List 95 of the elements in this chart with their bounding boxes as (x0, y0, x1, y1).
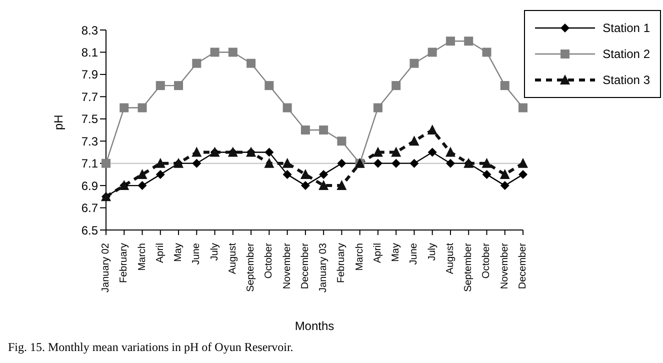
point (427, 124, 438, 134)
point (264, 158, 274, 168)
point (446, 158, 455, 168)
point (482, 170, 492, 179)
x-tick-label: March (136, 243, 148, 271)
point (518, 158, 528, 168)
x-tick-label: August (227, 242, 238, 274)
point (319, 126, 328, 134)
y-tick-label: 7.7 (81, 90, 98, 104)
point (518, 170, 528, 179)
point (337, 158, 346, 168)
point (210, 48, 220, 57)
point (300, 168, 310, 179)
x-tick-label: December (300, 242, 311, 290)
point (373, 103, 382, 112)
x-tick-label: January 03 (318, 242, 330, 292)
x-tick-label: February (336, 243, 348, 284)
point (410, 58, 419, 68)
point (120, 103, 129, 112)
y-tick-label: 6.5 (81, 223, 98, 238)
x-tick-label: September (463, 242, 474, 292)
point (318, 180, 329, 190)
point (409, 136, 420, 146)
point (155, 158, 166, 168)
y-tick-label: 7.3 (81, 134, 98, 148)
point (336, 180, 347, 190)
point (264, 81, 274, 90)
caption: Fig. 15. Monthly mean variations in pH of Oyun Reservoir. (8, 340, 294, 355)
legend-label: Station 1 (602, 21, 650, 35)
y-tick-label: 7.9 (81, 68, 98, 82)
x-tick-label: January 02 (100, 242, 112, 292)
point (138, 181, 147, 190)
point (156, 170, 165, 179)
y-tick-label: 8.3 (81, 23, 98, 38)
legend-label: Station 3 (602, 73, 650, 87)
legend-label: Station 2 (602, 47, 650, 61)
point (156, 81, 165, 90)
y-tick-label: 7.5 (81, 112, 98, 126)
x-tick-label: February (118, 243, 130, 284)
x-axis-title: Months (294, 319, 334, 333)
point (410, 158, 419, 168)
x-tick-label: May (390, 243, 402, 262)
x-tick-label: October (264, 242, 275, 279)
point (391, 146, 402, 157)
point (102, 158, 110, 168)
x-tick-label: August (444, 242, 456, 274)
point (518, 103, 528, 112)
point (428, 48, 437, 57)
point (264, 148, 274, 157)
point (246, 58, 256, 68)
y-tick-label: 7.1 (81, 156, 98, 171)
point (428, 148, 437, 157)
point (137, 168, 148, 179)
point (192, 158, 202, 168)
point (337, 136, 346, 146)
point (392, 81, 401, 90)
point (500, 168, 510, 179)
point (446, 36, 455, 46)
x-tick-label: April (372, 243, 384, 264)
point (372, 146, 383, 157)
point (282, 158, 292, 168)
point (500, 181, 510, 190)
y-tick-label: 6.7 (81, 201, 98, 216)
y-tick-label: 6.9 (81, 178, 98, 193)
y-tick-label: 8.1 (81, 45, 98, 60)
y-axis-title: pH (51, 114, 66, 130)
x-tick-label: June (191, 242, 202, 265)
point (138, 103, 147, 112)
point (464, 36, 474, 46)
point (300, 181, 310, 190)
x-tick-label: May (173, 243, 184, 262)
point (228, 48, 238, 57)
point (482, 158, 492, 168)
x-tick-label: September (246, 242, 257, 292)
point (500, 81, 510, 90)
point (282, 103, 292, 112)
x-tick-label: July (426, 243, 438, 261)
x-tick-label: March (354, 243, 366, 271)
point (300, 126, 310, 134)
point (445, 146, 456, 157)
x-tick-label: April (154, 243, 166, 264)
point (482, 48, 492, 57)
x-tick-label: December (518, 242, 528, 290)
point (192, 58, 202, 68)
x-tick-label: November (499, 242, 510, 290)
point (192, 146, 202, 157)
point (282, 170, 292, 179)
point (319, 170, 328, 179)
point (392, 158, 401, 168)
x-tick-label: November (282, 242, 293, 290)
x-tick-label: June (408, 242, 420, 265)
point (373, 158, 382, 168)
x-tick-label: October (481, 242, 492, 279)
x-tick-label: July (209, 243, 220, 261)
point (174, 81, 184, 90)
